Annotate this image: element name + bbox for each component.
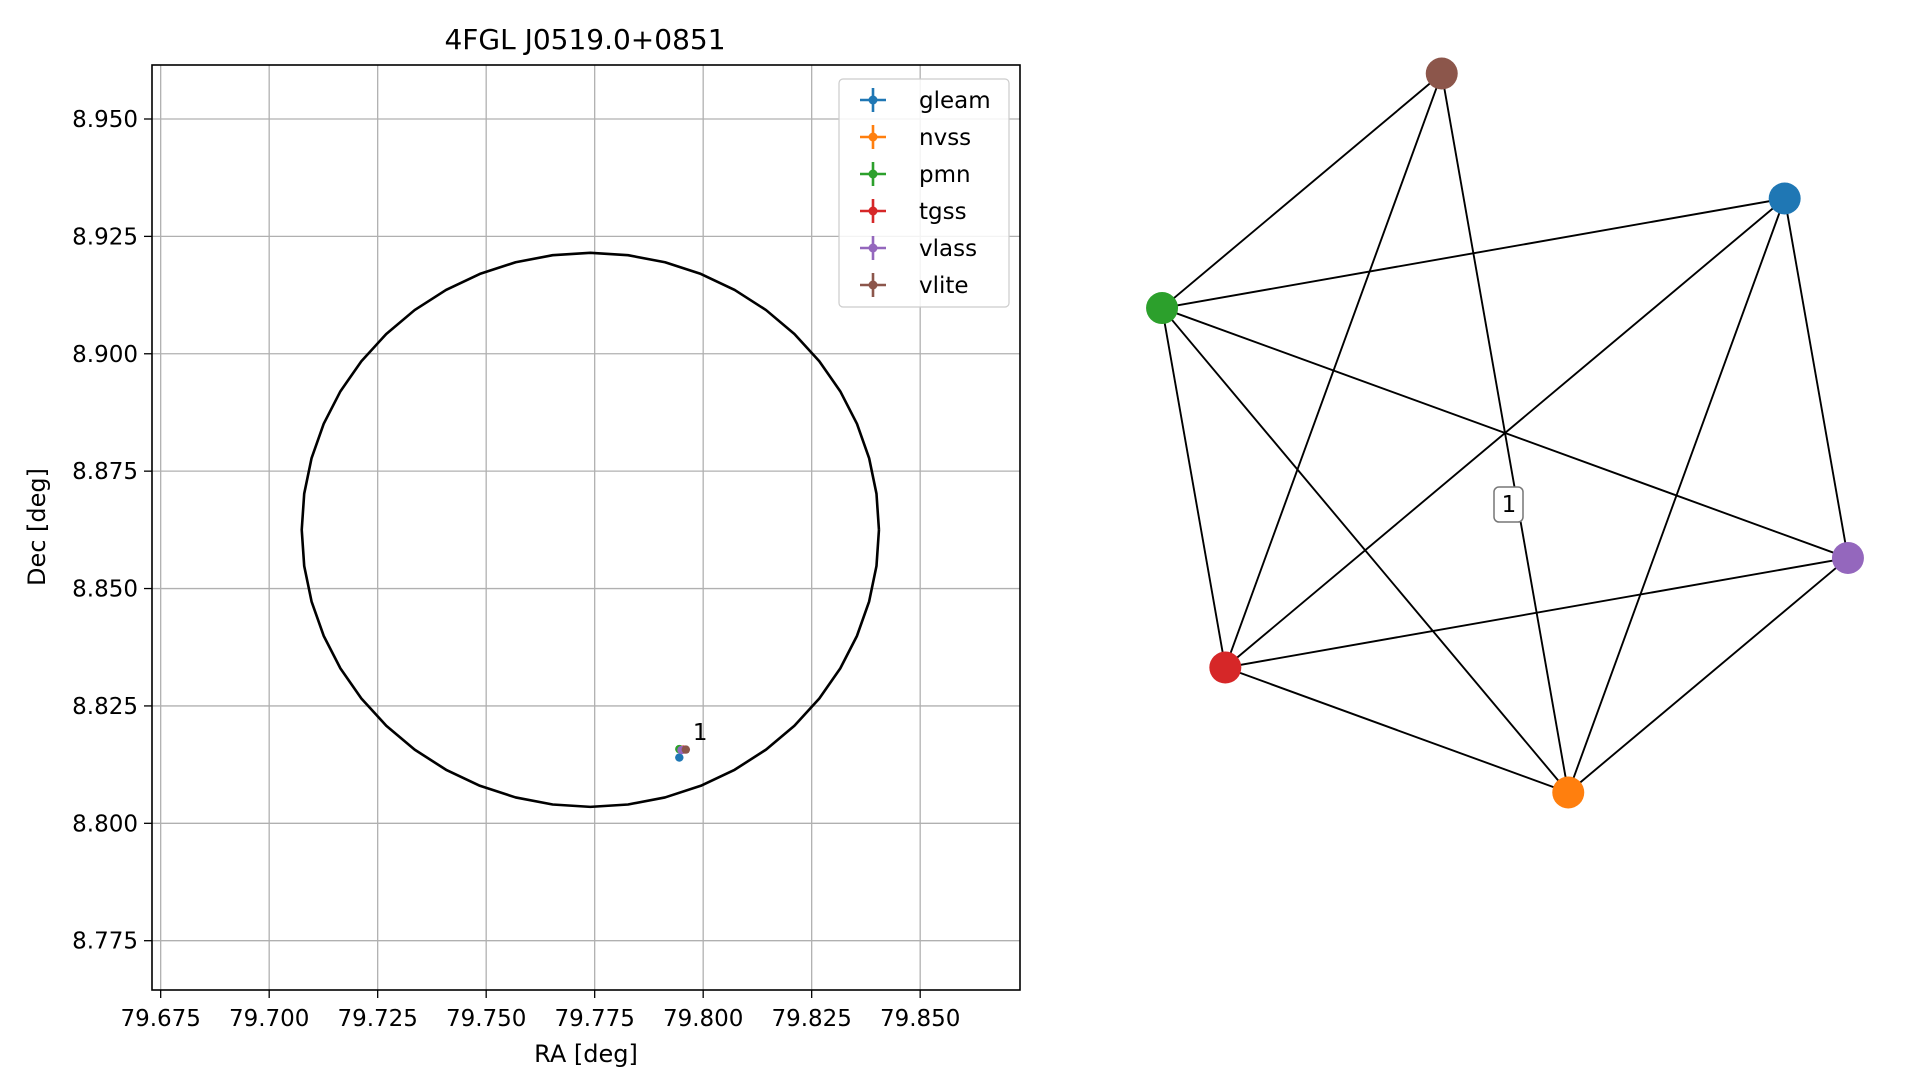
legend-entry-gleam: gleam (860, 88, 991, 114)
edge-pmn-gleam (1161, 197, 1785, 309)
sky-position-plot: 4FGL J0519.0+0851 1 79.675 79.700 79.725 79… (23, 23, 1021, 1068)
x-tick-label: 79.750 (446, 1006, 526, 1032)
legend-marker-dot (868, 280, 878, 290)
y-axis-label: Dec [deg] (23, 468, 51, 586)
localization-ellipse (300, 251, 881, 809)
x-tick-label: 79.700 (229, 1006, 309, 1032)
y-tick-label: 8.850 (72, 577, 138, 603)
vlite-point (681, 745, 691, 754)
edge-nvss-gleam (1567, 198, 1786, 793)
y-tick-label: 8.925 (72, 224, 138, 250)
legend-label: tgss (919, 199, 967, 225)
legend-entry-vlass: vlass (860, 236, 977, 262)
y-tick-label: 8.775 (72, 929, 138, 955)
edge-nvss-vlass (1567, 557, 1849, 794)
node-nvss (1552, 776, 1585, 809)
legend-label: nvss (919, 125, 971, 151)
y-axis-ticks: 8.775 8.800 8.825 8.850 8.875 8.900 8.925 8.950 (72, 107, 152, 955)
legend-entry-pmn: pmn (860, 162, 971, 188)
node-tgss (1209, 651, 1242, 684)
node-pmn (1146, 292, 1179, 325)
plot-title: 4FGL J0519.0+0851 (444, 23, 725, 56)
x-tick-label: 79.675 (120, 1006, 200, 1032)
node-gleam (1768, 182, 1801, 215)
y-tick-label: 8.900 (72, 342, 138, 368)
legend: gleam nvss pmn tgss vlass vlite (838, 78, 1010, 308)
edge-tgss-gleam (1224, 197, 1786, 669)
axes-frame (151, 64, 1021, 991)
association-graph: 1 (1146, 57, 1864, 809)
y-tick-label: 8.825 (72, 694, 138, 720)
legend-marker-dot (868, 206, 878, 216)
x-tick-label: 79.825 (771, 1006, 851, 1032)
cluster-label-box (1493, 486, 1524, 523)
edge-vlass-gleam (1783, 198, 1849, 559)
edge-tgss-nvss (1224, 666, 1569, 794)
legend-marker-dot (868, 243, 878, 253)
graph-edges (1161, 72, 1849, 794)
x-axis-label: RA [deg] (534, 1040, 638, 1068)
legend-marker-dot (868, 132, 878, 142)
cluster-label-text: 1 (1502, 492, 1517, 518)
gleam-point (675, 753, 684, 762)
data-points-layer (675, 744, 691, 762)
edge-tgss-vlass (1225, 557, 1849, 669)
legend-label: pmn (919, 162, 971, 188)
node-vlite (1425, 57, 1458, 90)
error-ellipse-layer (300, 251, 881, 809)
source-annotation: 1 (693, 720, 708, 746)
legend-marker-dot (868, 169, 878, 179)
legend-entry-tgss: tgss (860, 199, 967, 225)
x-tick-label: 79.775 (554, 1006, 634, 1032)
x-tick-label: 79.725 (337, 1006, 417, 1032)
edge-vlite-pmn (1161, 72, 1443, 309)
legend-entries: gleam nvss pmn tgss vlass vlite (860, 88, 991, 299)
legend-entry-vlite: vlite (860, 273, 969, 299)
y-tick-label: 8.950 (72, 107, 138, 133)
legend-entry-nvss: nvss (860, 125, 971, 151)
x-tick-label: 79.850 (880, 1006, 960, 1032)
x-axis-ticks: 79.675 79.700 79.725 79.750 79.775 79.800 79.8… (120, 990, 960, 1032)
y-tick-label: 8.800 (72, 811, 138, 837)
legend-marker-dot (868, 95, 878, 105)
legend-label: vlass (919, 236, 977, 262)
y-tick-label: 8.875 (72, 459, 138, 485)
graph-nodes (1146, 57, 1864, 809)
cluster-label: 1 (1493, 486, 1524, 523)
node-vlass (1831, 541, 1864, 574)
legend-label: vlite (919, 273, 969, 299)
edge-pmn-tgss (1161, 307, 1227, 668)
x-tick-label: 79.800 (663, 1006, 743, 1032)
legend-label: gleam (919, 88, 991, 114)
